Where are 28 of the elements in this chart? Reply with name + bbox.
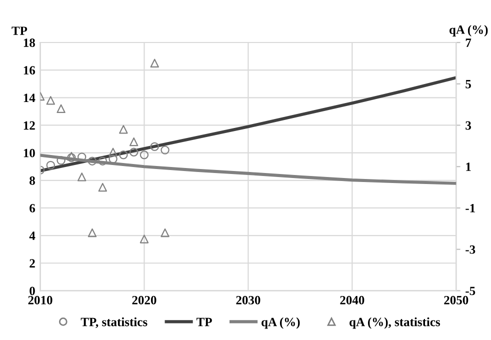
legend-label: TP, statistics <box>80 317 148 328</box>
y2-tick-label: 3 <box>466 121 471 130</box>
y2-tick-label: -1 <box>466 204 475 212</box>
legend-label: qA (%) <box>262 317 300 329</box>
y2-tick-label: -3 <box>466 245 476 254</box>
y-tick-label: 0 <box>30 286 35 296</box>
y2-tick-label: 7 <box>466 38 472 47</box>
y-tick-label: 14 <box>24 94 36 102</box>
x-tick-label: 2050 <box>444 296 468 304</box>
y2-tick-label: 1 <box>466 162 471 171</box>
x-tick-label: 2030 <box>236 296 260 304</box>
y-tick-label: 2 <box>30 259 35 268</box>
x-tick-label: 2010 <box>28 296 52 304</box>
y-tick-label: 10 <box>24 148 35 158</box>
y-tick-label: 16 <box>24 66 36 75</box>
y2-axis-title: qA (%) <box>450 25 488 36</box>
legend-label: qA (%), statistics <box>350 317 440 329</box>
y-axis-title: TP <box>12 26 28 35</box>
x-tick-label: 2020 <box>132 296 156 304</box>
legend-label: TP <box>196 318 212 326</box>
y-tick-label: 18 <box>24 38 35 47</box>
y-tick-label: 6 <box>30 204 36 212</box>
y2-tick-label: -5 <box>466 286 476 296</box>
x-tick-label: 2040 <box>340 296 364 304</box>
y2-tick-label: 5 <box>466 80 471 88</box>
y-tick-label: 4 <box>29 232 36 240</box>
y-tick-label: 12 <box>24 121 35 130</box>
y-tick-label: 8 <box>30 176 35 185</box>
